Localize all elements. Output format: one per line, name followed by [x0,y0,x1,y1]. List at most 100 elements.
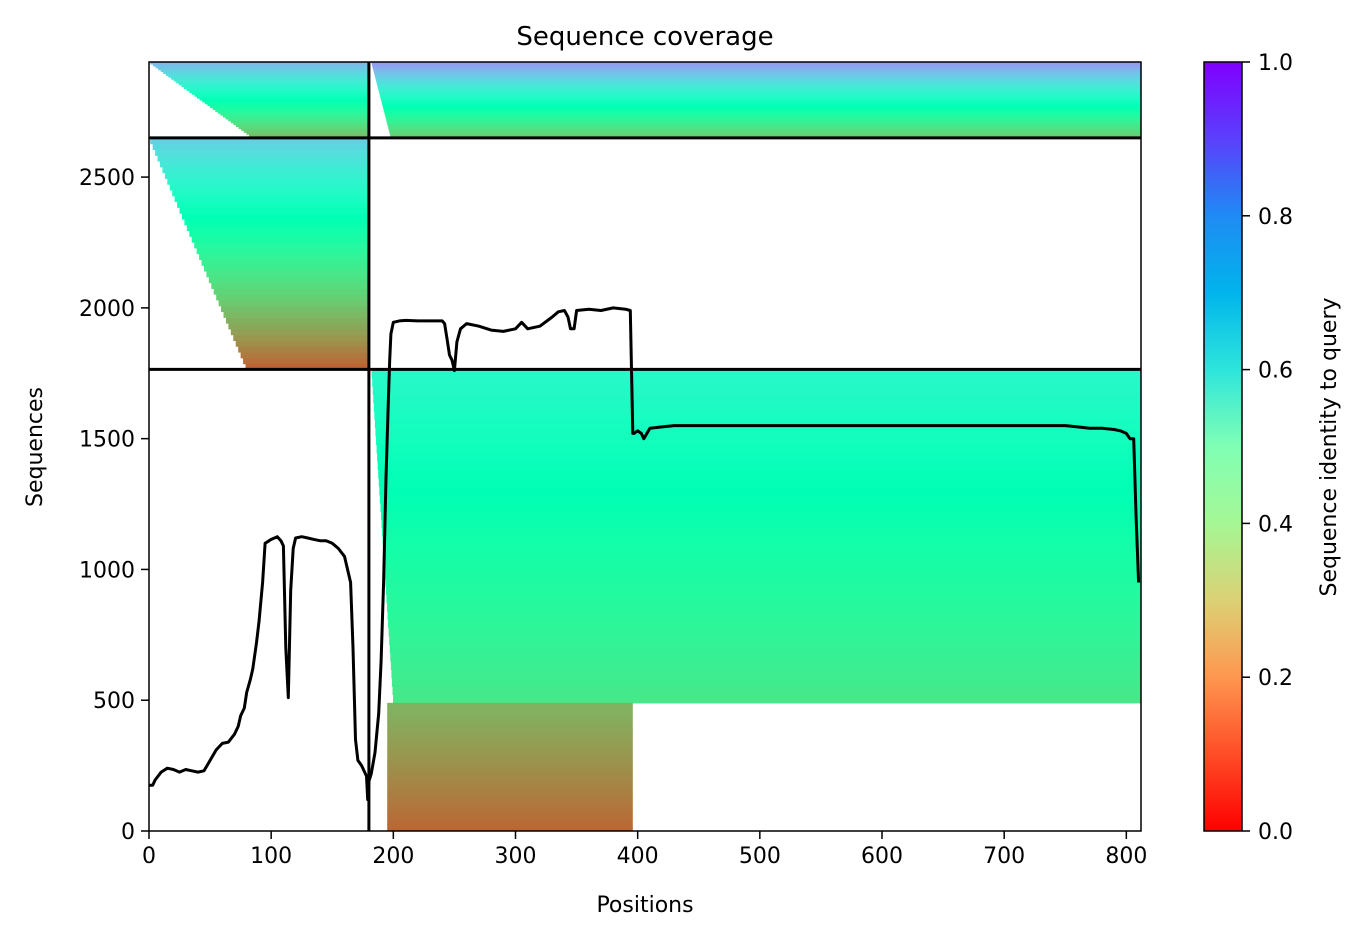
heatmap-strip [202,99,369,103]
x-axis-ticks: 0 100 200 300 400 500 600 700 800 [142,831,1147,869]
heatmap-strip [204,101,369,105]
heatmap-strip [380,98,1141,101]
heatmap-strip [391,677,1141,687]
heatmap-strip [381,99,1141,103]
heatmap-strip [181,213,369,220]
heatmap-strip [389,130,1141,133]
heatmap-strip [222,115,369,118]
heatmap-strip [199,253,369,260]
heatmap-strip [158,67,369,71]
heatmap-strip [383,107,1141,111]
heatmap-strip [387,706,633,710]
y-axis-ticks: 0 500 1000 1500 2000 2500 [79,166,149,845]
heatmap-strip [387,715,633,720]
colorbar-tick-label: 0.0 [1258,820,1293,845]
heatmap-strip [220,113,369,116]
heatmap-strip [387,782,633,787]
heatmap-strip [201,259,369,266]
heatmap-strip [385,577,1141,587]
heatmap-strip [225,317,369,324]
heatmap-strip [150,137,369,145]
heatmap-strip [173,79,369,82]
heatmap-strip [160,69,369,73]
heatmap-strip [376,80,1141,84]
heatmap-strip [388,627,1141,637]
plot-frame [148,61,1142,832]
heatmap-strip [164,172,369,179]
heatmap-strip [238,126,369,129]
heatmap-strip [390,661,1141,671]
heatmap-strip [375,79,1141,82]
heatmap-strip [387,798,633,803]
x-tick-label: 400 [617,844,659,869]
heatmap-strip [186,88,369,92]
x-tick-label: 0 [142,844,156,869]
heatmap-strip [372,65,1141,69]
heatmap-strip [387,802,633,806]
heatmap-strip [211,282,369,289]
heatmap-strip [378,90,1141,93]
heatmap-strip [159,161,369,168]
heatmap-strip [387,795,633,800]
heatmap-strip [216,294,369,301]
heatmap-strip [374,419,1141,429]
coverage-heatmap [150,62,1141,831]
heatmap-strip [176,80,369,84]
heatmap-strip [375,75,1141,78]
heatmap-strip [387,734,633,739]
heatmap-strip [179,207,369,214]
heatmap-strip [181,84,369,88]
heatmap-block-chain2-rows-0-1765-long [371,369,1141,704]
heatmap-strip [378,469,1141,479]
heatmap-strip [387,709,633,714]
heatmap-strip [387,773,633,778]
heatmap-strip [379,486,1141,495]
x-axis-label: Positions [596,893,693,918]
heatmap-strip [387,789,633,794]
heatmap-strip [197,96,369,99]
y-tick-label: 2500 [79,166,135,191]
x-tick-label: 700 [983,844,1025,869]
heatmap-strip [387,744,633,749]
heatmap-strip [243,357,369,365]
heatmap-strip [377,86,1141,90]
heatmap-strip [380,96,1141,99]
heatmap-block-chain1-rows-2650-2940 [150,62,369,139]
heatmap-strip [372,386,1141,395]
heatmap-strip [189,90,369,93]
heatmap-strip [378,477,1141,487]
heatmap-strip [373,69,1141,73]
heatmap-strip [387,741,633,746]
chain-boundaries [149,62,1141,831]
heatmap-strip [377,84,1141,88]
heatmap-strip [374,73,1141,76]
coverage-line-layer [149,306,1141,802]
heatmap-strip [218,299,369,307]
heatmap-strip [189,230,369,237]
heatmap-strip [186,224,369,232]
heatmap-strip [379,92,1141,95]
heatmap-strip [168,75,369,78]
heatmap-strip [177,201,369,208]
heatmap-strip [203,265,369,272]
heatmap-strip [387,805,633,810]
heatmap-strip [387,728,633,733]
heatmap-strip [387,712,633,717]
heatmap-strip [212,107,369,111]
heatmap-strip [150,62,369,65]
heatmap-strip [390,134,1141,137]
heatmap-strip [373,67,1141,71]
heatmap-strip [387,718,633,723]
heatmap-strip [373,402,1141,412]
heatmap-strip [178,82,369,86]
heatmap-strip [374,71,1141,74]
heatmap-strip [372,377,1141,387]
heatmap-strip [163,71,369,74]
heatmap-strip [393,694,1141,704]
heatmap-strip [392,686,1141,696]
heatmap-strip [387,602,1141,612]
heatmap-block-chain2-rows-0-490-short [387,702,633,831]
x-tick-label: 600 [861,844,903,869]
heatmap-strip [384,569,1141,579]
heatmap-strip [371,62,1141,65]
